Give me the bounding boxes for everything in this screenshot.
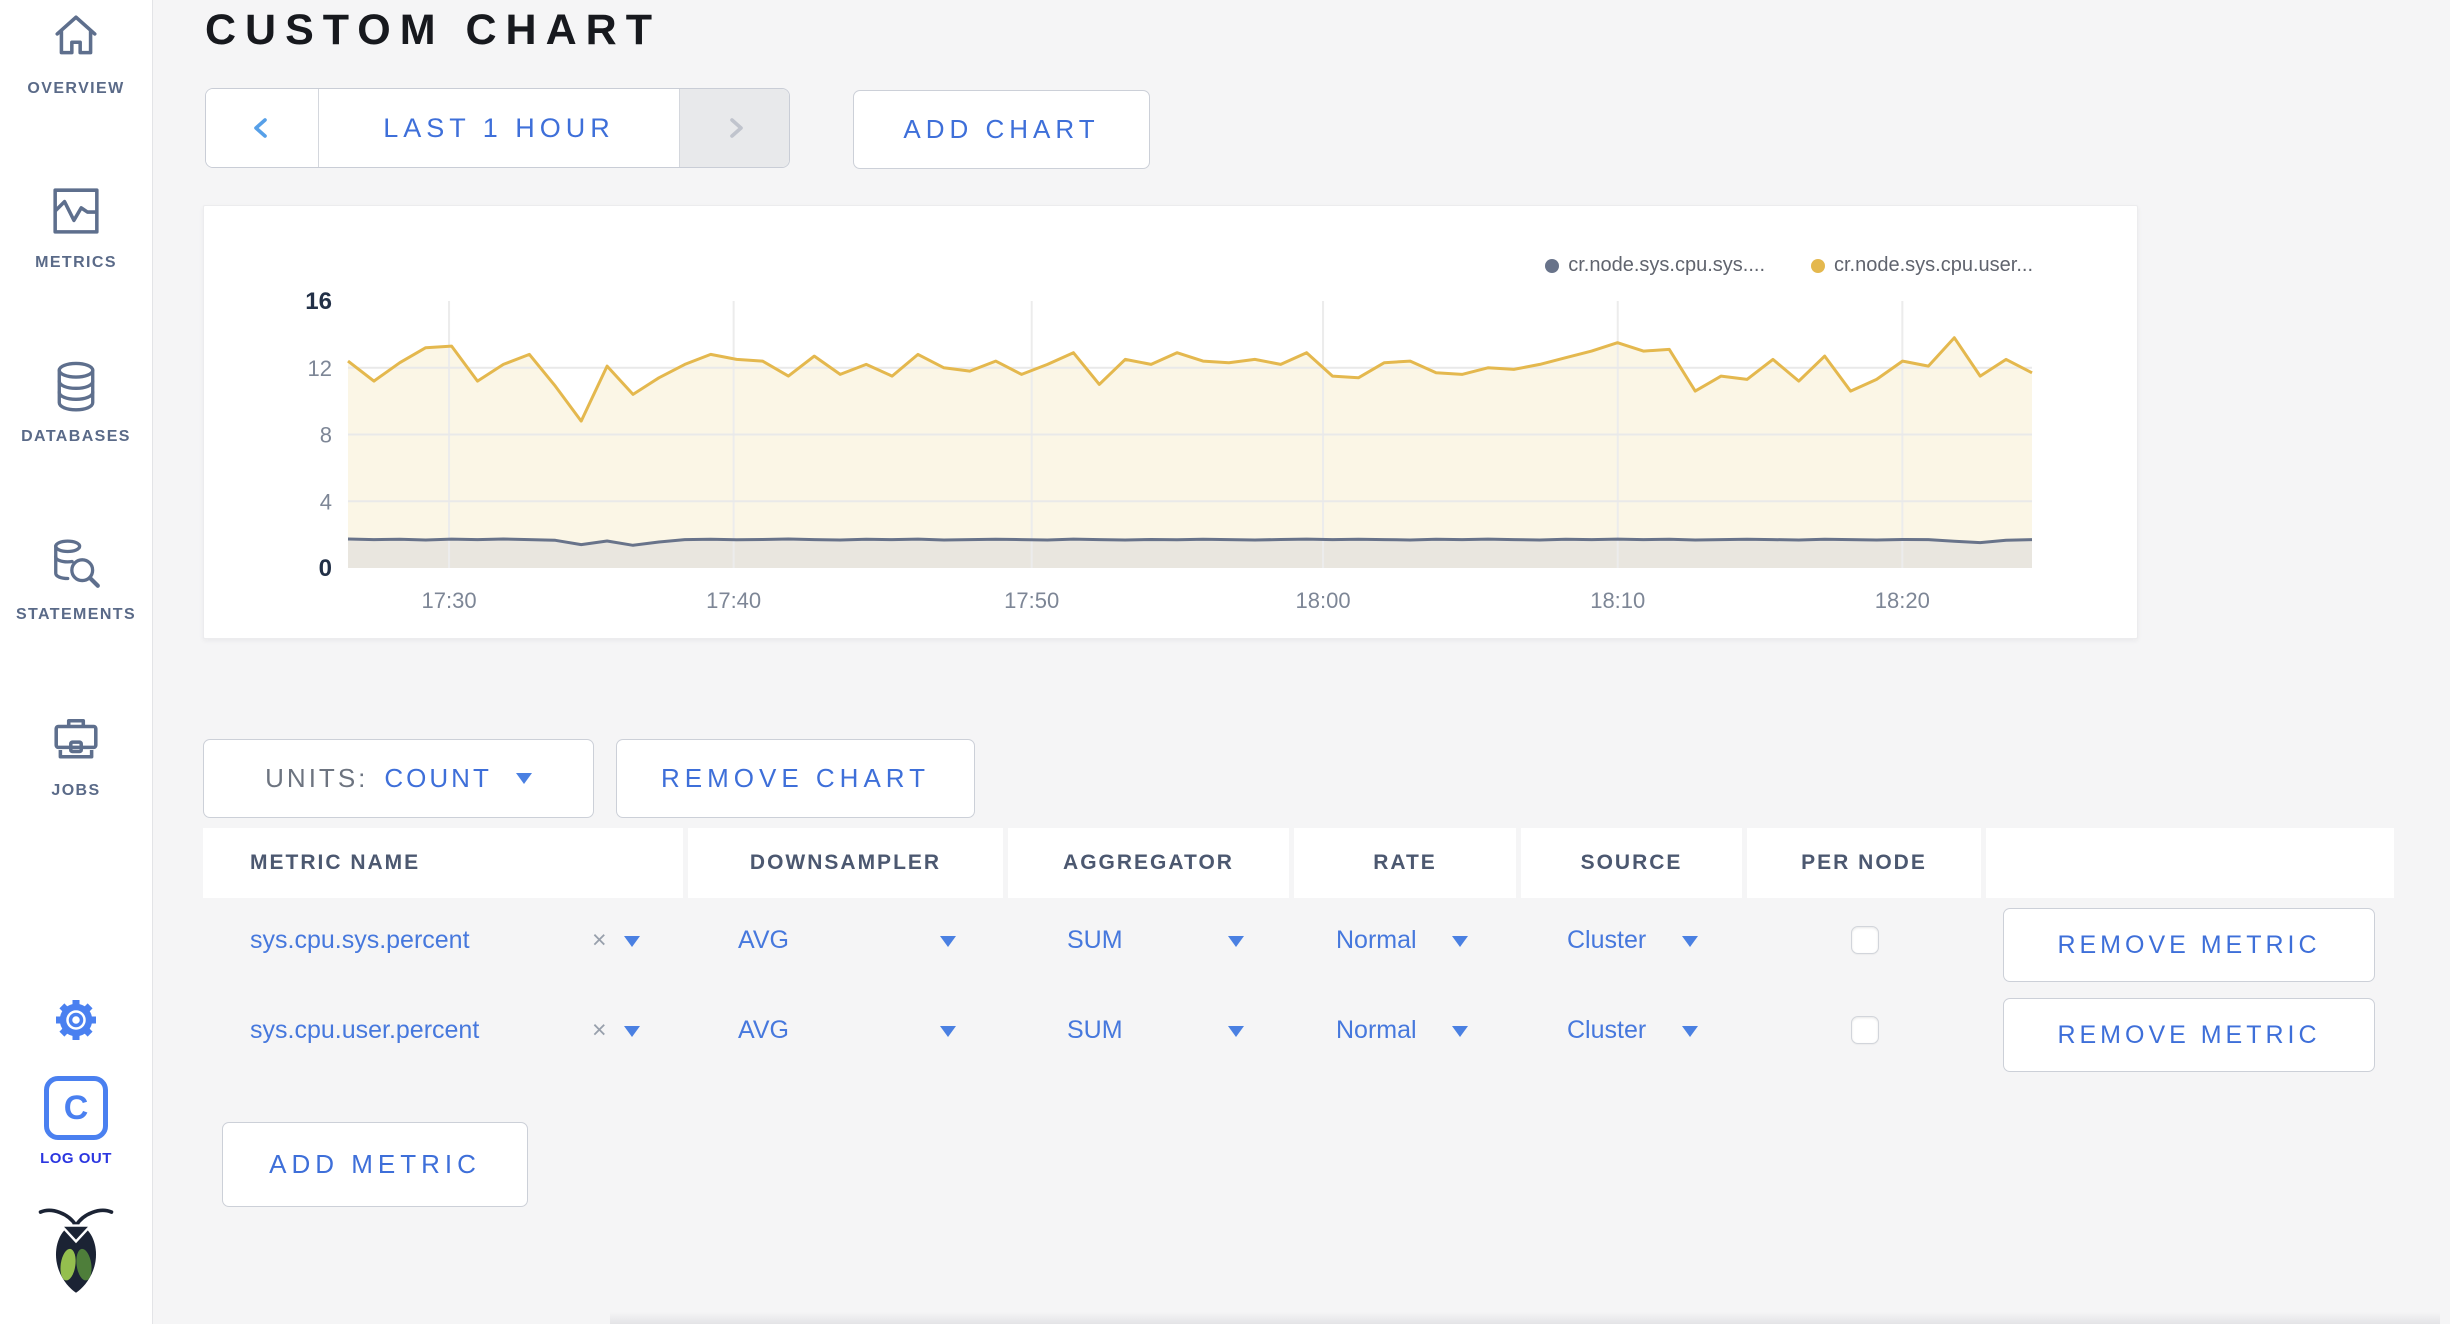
chevron-down-icon[interactable] <box>940 1026 956 1037</box>
chevron-down-icon[interactable] <box>624 1026 640 1037</box>
chevron-down-icon[interactable] <box>940 936 956 947</box>
chevron-down-icon[interactable] <box>1228 936 1244 947</box>
svg-text:0: 0 <box>319 555 332 582</box>
legend-dot-icon <box>1545 258 1560 273</box>
cockroach-c-logo-icon: C <box>44 1076 108 1140</box>
chevron-right-icon <box>729 118 743 138</box>
svg-text:12: 12 <box>308 356 332 381</box>
metrics-icon <box>0 186 152 242</box>
chevron-down-icon[interactable] <box>1228 1026 1244 1037</box>
logout-label: LOG OUT <box>40 1150 112 1167</box>
aggregator-dropdown[interactable]: SUM <box>1067 926 1123 954</box>
table-row: sys.cpu.sys.percent × AVG SUM Normal Clu… <box>0 898 2450 988</box>
chevron-down-icon[interactable] <box>1452 936 1468 947</box>
col-header-source: SOURCE <box>1521 828 1742 898</box>
sidebar-item-statements[interactable]: STATEMENTS <box>0 538 152 624</box>
aggregator-dropdown[interactable]: SUM <box>1067 1016 1123 1044</box>
per-node-checkbox[interactable] <box>1851 1016 1879 1044</box>
sidebar-item-label: STATEMENTS <box>15 606 137 623</box>
sidebar-item-overview[interactable]: OVERVIEW <box>0 12 152 98</box>
metric-name-dropdown[interactable]: sys.cpu.user.percent <box>250 1016 480 1044</box>
sidebar-item-label: METRICS <box>35 254 117 271</box>
cpu-line-chart: 17:30 17:40 17:50 18:00 18:10 18:20 0 4 8 12 16 <box>305 288 2033 613</box>
chevron-down-icon[interactable] <box>624 936 640 947</box>
jobs-icon <box>0 714 152 770</box>
col-header-metric-name: METRIC NAME <box>203 828 683 898</box>
clear-metric-icon[interactable]: × <box>592 926 607 954</box>
gear-icon <box>52 1000 100 1048</box>
sidebar-item-jobs[interactable]: JOBS <box>0 714 152 800</box>
chevron-down-icon[interactable] <box>1452 1026 1468 1037</box>
svg-text:16: 16 <box>305 288 332 315</box>
logout-button[interactable]: C LOG OUT <box>0 1076 152 1167</box>
rate-dropdown[interactable]: Normal <box>1336 1016 1417 1044</box>
chart-legend: cr.node.sys.cpu.sys.... cr.node.sys.cpu.… <box>1545 254 2033 277</box>
chevron-down-icon <box>515 773 532 784</box>
time-next-button[interactable] <box>679 89 789 167</box>
source-dropdown[interactable]: Cluster <box>1567 926 1647 954</box>
remove-chart-button[interactable]: REMOVE CHART <box>616 739 975 818</box>
units-dropdown[interactable]: UNITS: COUNT <box>203 739 594 818</box>
add-metric-button[interactable]: ADD METRIC <box>222 1122 528 1207</box>
page-title: CUSTOM CHART <box>205 6 661 54</box>
chart-card: 17:30 17:40 17:50 18:00 18:10 18:20 0 4 8 12 16 cr… <box>203 205 2138 639</box>
clear-metric-icon[interactable]: × <box>592 1016 607 1044</box>
sidebar-item-label: DATABASES <box>21 428 131 445</box>
database-icon <box>0 360 152 416</box>
col-header-rate: RATE <box>1294 828 1516 898</box>
col-header-downsampler: DOWNSAMPLER <box>688 828 1003 898</box>
per-node-checkbox[interactable] <box>1851 926 1879 954</box>
sidebar-item-databases[interactable]: DATABASES <box>0 360 152 446</box>
legend-label: cr.node.sys.cpu.user... <box>1834 254 2033 276</box>
remove-metric-button[interactable]: REMOVE METRIC <box>2003 908 2375 982</box>
col-header-per-node: PER NODE <box>1747 828 1981 898</box>
units-value: COUNT <box>384 763 492 793</box>
downsampler-dropdown[interactable]: AVG <box>738 926 789 954</box>
time-range-selector: LAST 1 HOUR <box>205 88 790 168</box>
settings-button[interactable] <box>0 996 152 1049</box>
svg-text:17:30: 17:30 <box>422 588 477 613</box>
metric-name-dropdown[interactable]: sys.cpu.sys.percent <box>250 926 470 954</box>
rate-dropdown[interactable]: Normal <box>1336 926 1417 954</box>
legend-item-sys[interactable]: cr.node.sys.cpu.sys.... <box>1545 254 1765 277</box>
svg-text:18:00: 18:00 <box>1296 588 1351 613</box>
downsampler-dropdown[interactable]: AVG <box>738 1016 789 1044</box>
remove-metric-button[interactable]: REMOVE METRIC <box>2003 998 2375 1072</box>
col-header-actions <box>1986 828 2394 898</box>
chevron-left-icon <box>254 118 267 138</box>
svg-text:18:10: 18:10 <box>1590 588 1645 613</box>
legend-label: cr.node.sys.cpu.sys.... <box>1568 254 1765 276</box>
cockroach-bug-icon <box>38 1208 114 1293</box>
sidebar-item-label: OVERVIEW <box>27 80 125 97</box>
svg-text:17:40: 17:40 <box>706 588 761 613</box>
legend-dot-icon <box>1811 258 1825 273</box>
chevron-down-icon[interactable] <box>1682 1026 1698 1037</box>
time-prev-button[interactable] <box>206 89 319 167</box>
sidebar-item-metrics[interactable]: METRICS <box>0 186 152 272</box>
bottom-shadow <box>610 1312 2440 1324</box>
chevron-down-icon[interactable] <box>1682 936 1698 947</box>
home-icon <box>0 12 152 68</box>
source-dropdown[interactable]: Cluster <box>1567 1016 1647 1044</box>
svg-text:17:50: 17:50 <box>1004 588 1059 613</box>
sidebar: OVERVIEW METRICS DATABASES <box>0 0 153 1324</box>
time-range-label[interactable]: LAST 1 HOUR <box>319 89 679 167</box>
legend-item-user[interactable]: cr.node.sys.cpu.user... <box>1811 254 2033 277</box>
sidebar-item-label: JOBS <box>51 782 101 799</box>
col-header-aggregator: AGGREGATOR <box>1008 828 1289 898</box>
svg-text:4: 4 <box>320 489 332 514</box>
table-row: sys.cpu.user.percent × AVG SUM Normal Cl… <box>0 988 2450 1078</box>
add-chart-button[interactable]: ADD CHART <box>853 90 1150 169</box>
statements-icon <box>0 538 152 594</box>
svg-text:8: 8 <box>320 423 332 448</box>
cockroach-bug-logo[interactable] <box>0 1206 152 1299</box>
units-label: UNITS: <box>265 763 369 793</box>
svg-text:18:20: 18:20 <box>1875 588 1930 613</box>
